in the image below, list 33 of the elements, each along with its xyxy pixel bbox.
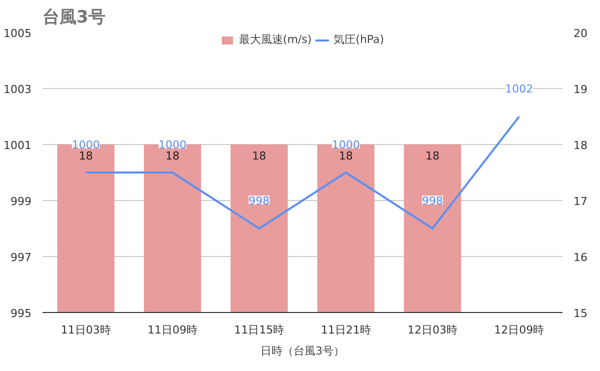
x-tick-label: 11日03時 — [60, 324, 111, 336]
data-label: 18 — [166, 150, 180, 162]
y-tick-label: 1001 — [4, 139, 32, 152]
data-label: 18 — [338, 150, 353, 162]
y2-tick-label: 16 — [574, 251, 588, 264]
data-label: 998 — [248, 194, 270, 208]
y2-tick-label: 15 — [574, 307, 588, 320]
y-tick-label: 1003 — [4, 83, 32, 96]
data-label: 1002 — [505, 82, 534, 96]
data-label: 1000 — [72, 138, 100, 152]
y-tick-label: 997 — [10, 251, 32, 264]
legend-label: 最大風速(m/s) — [238, 32, 312, 47]
data-label: 18 — [252, 150, 266, 162]
data-label: 1000 — [158, 138, 187, 152]
x-tick-label: 11日15時 — [234, 324, 284, 336]
legend-label: 気圧(hPa) — [334, 32, 384, 47]
data-label: 18 — [426, 150, 440, 162]
y-tick-label: 1005 — [4, 27, 32, 40]
data-label: 18 — [78, 150, 93, 162]
chart-title: 台風3号 — [42, 8, 106, 28]
y2-tick-label: 19 — [574, 83, 588, 96]
data-label: 998 — [422, 194, 443, 208]
data-label: 1000 — [332, 138, 360, 152]
y-tick-label: 999 — [10, 195, 32, 208]
y2-tick-label: 18 — [574, 139, 588, 152]
y2-tick-label: 20 — [574, 27, 588, 40]
x-tick-label: 11日21時 — [320, 324, 371, 336]
x-tick-label: 12日09時 — [494, 324, 544, 336]
x-axis-title: 日時（台風3号） — [260, 344, 344, 358]
y-tick-label: 995 — [10, 307, 32, 320]
x-tick-label: 11日09時 — [148, 324, 198, 336]
y2-tick-label: 17 — [574, 195, 588, 208]
x-tick-label: 12日03時 — [408, 324, 458, 336]
